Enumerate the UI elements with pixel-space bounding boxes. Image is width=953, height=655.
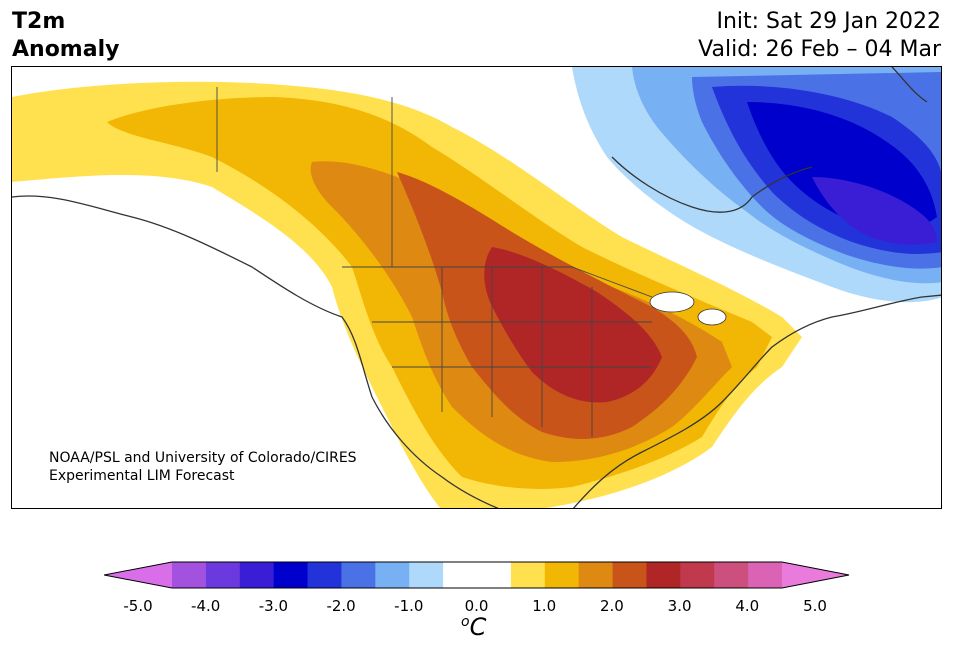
colorbar-cell — [273, 562, 309, 588]
forecast-dates: Init: Sat 29 Jan 2022 Valid: 26 Feb – 04… — [698, 8, 941, 64]
colorbar-tick-label: 1.0 — [532, 597, 557, 615]
colorbar-ticks: -5.0 -4.0 -3.0 -2.0 -1.0 0.0 1.0 2.0 3.0 4.0 5.0 — [0, 597, 953, 617]
colorbar-cell — [714, 562, 749, 588]
colorbar-cell — [612, 562, 647, 588]
colorbar-tick-label: 4.0 — [735, 597, 760, 615]
colorbar — [104, 561, 850, 589]
colorbar-cell — [510, 562, 546, 588]
colorbar-cell — [443, 562, 478, 588]
colorbar-cell — [172, 562, 207, 588]
map-title: T2m Anomaly — [12, 8, 119, 64]
colorbar-cell — [341, 562, 376, 588]
political-borders — [216, 87, 653, 437]
colorbar-tick-label: 0.0 — [464, 597, 489, 615]
colorbar-tick-label: 3.0 — [667, 597, 692, 615]
unit-base: C — [469, 613, 487, 641]
colorbar-cell — [375, 562, 410, 588]
coastlines — [12, 67, 941, 508]
colorbar-cell — [544, 562, 580, 588]
colorbar-tick-label: -5.0 — [123, 597, 153, 615]
colorbar-outline — [104, 561, 850, 589]
colorbar-cell — [205, 562, 241, 588]
unit-super: o — [461, 614, 470, 630]
colorbar-tick-label: -1.0 — [394, 597, 424, 615]
colorbar-tick-label: 2.0 — [599, 597, 624, 615]
great-lakes — [649, 291, 727, 326]
colorbar-cell — [680, 562, 715, 588]
cold-anomaly-6 — [812, 177, 937, 245]
colorbar-cell — [578, 562, 614, 588]
warm-anomaly-5 — [484, 247, 662, 403]
credit-text: NOAA/PSL and University of Colorado/CIRE… — [49, 449, 357, 485]
variable-label: T2m — [12, 9, 66, 34]
colorbar-extend-high — [782, 562, 849, 588]
colorbar-tick-label: -2.0 — [326, 597, 356, 615]
colorbar-unit: oC — [461, 613, 486, 641]
valid-date: Valid: 26 Feb – 04 Mar — [698, 37, 941, 62]
colorbar-extend-low — [104, 562, 172, 588]
colorbar-cell — [307, 562, 342, 588]
anomaly-map — [11, 66, 942, 509]
colorbar-tick-label: -4.0 — [191, 597, 221, 615]
credit-line-2: Experimental LIM Forecast — [49, 468, 235, 484]
init-date: Init: Sat 29 Jan 2022 — [716, 9, 941, 34]
colorbar-cell — [409, 562, 444, 588]
colorbar-cells — [104, 562, 849, 588]
colorbar-tick-label: -3.0 — [258, 597, 289, 615]
colorbar-cell — [646, 562, 681, 588]
colorbar-tick-label: 5.0 — [803, 597, 827, 615]
colorbar-cell — [239, 562, 275, 588]
colorbar-cell — [477, 562, 512, 588]
kind-label: Anomaly — [12, 37, 120, 62]
map-canvas — [12, 67, 941, 508]
credit-line-1: NOAA/PSL and University of Colorado/CIRE… — [49, 450, 357, 466]
colorbar-cell — [748, 562, 783, 588]
